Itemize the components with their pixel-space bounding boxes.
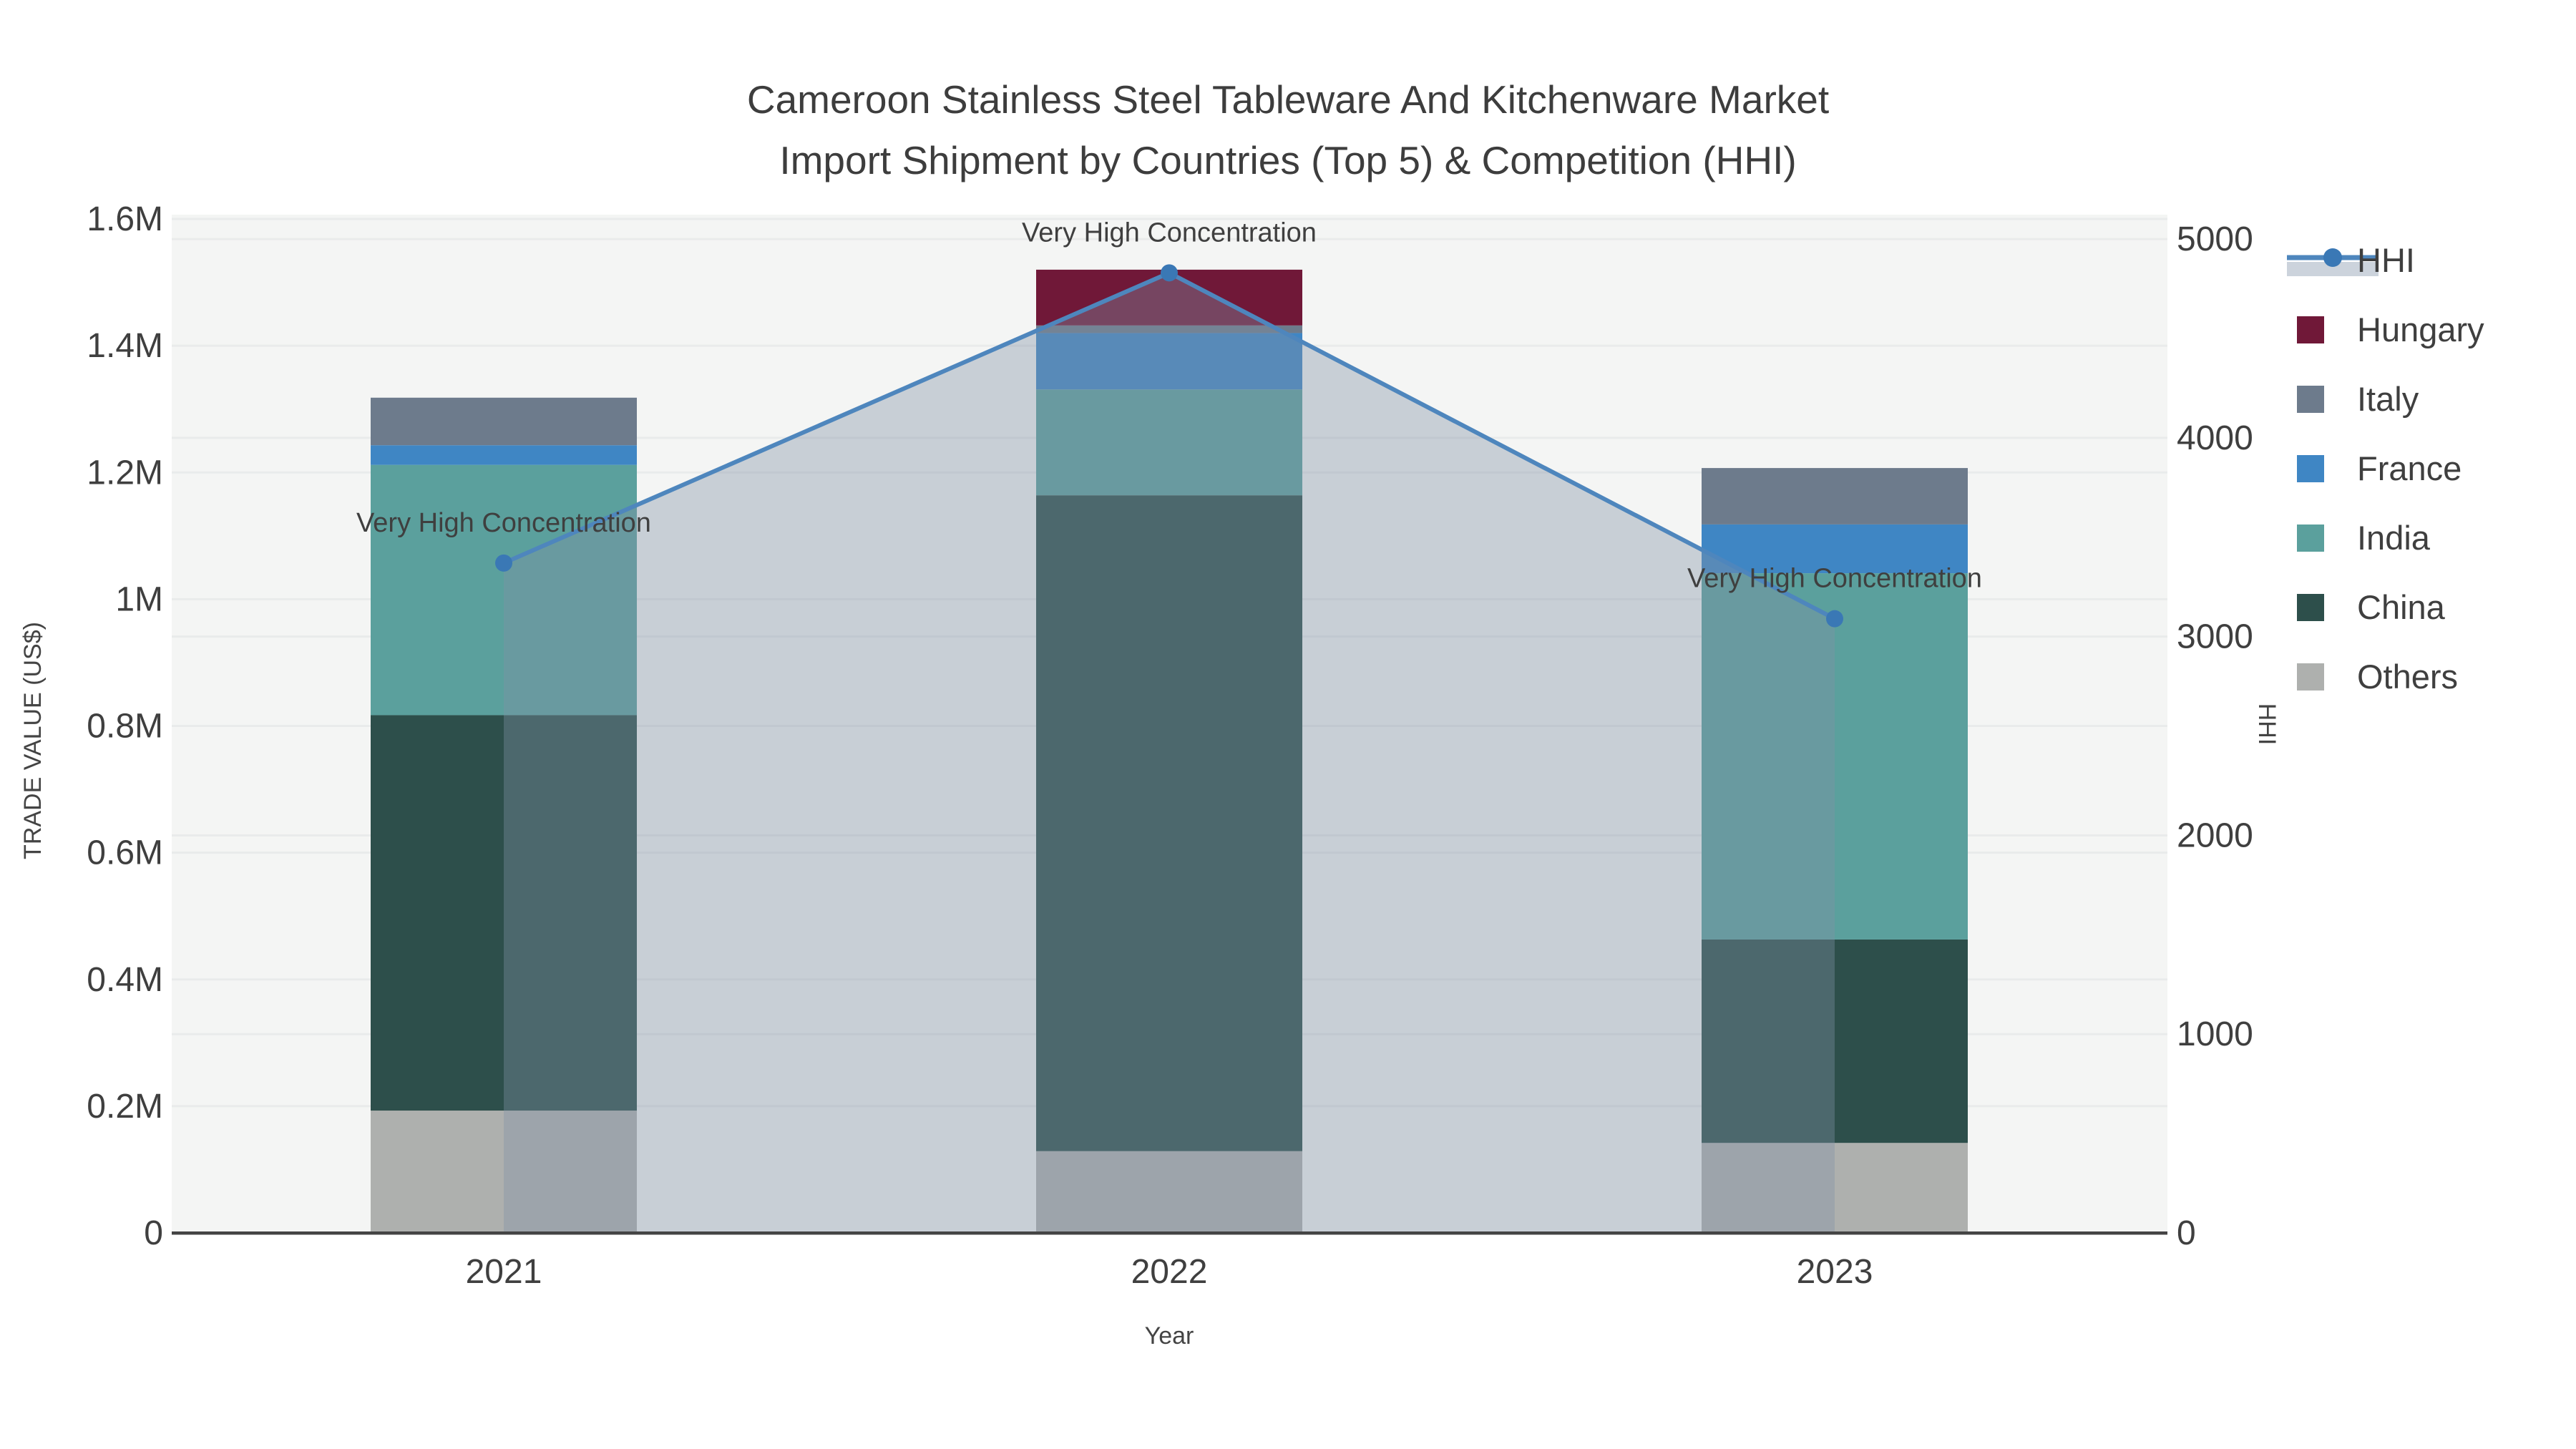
bar-segment-china-2021[interactable] (371, 715, 637, 1111)
x-axis-title: Year (1145, 1322, 1194, 1350)
bar-segment-france-2021[interactable] (371, 445, 637, 465)
bar-segment-italy-2021[interactable] (371, 397, 637, 446)
legend-item-france[interactable]: France (2297, 449, 2462, 487)
y1-tick-label-0.6M: 0.6M (87, 834, 163, 872)
x-tick-label-2021: 2021 (466, 1253, 542, 1291)
legend-label-italy: Italy (2357, 380, 2419, 418)
y1-axis-title: TRADE VALUE (US$) (19, 622, 47, 859)
legend-swatch-china (2297, 594, 2324, 621)
bar-segment-others-2021[interactable] (371, 1111, 637, 1233)
y2-tick-label-4000: 4000 (2177, 419, 2253, 457)
legend-label-china: China (2357, 588, 2446, 626)
legend-label-france: France (2357, 449, 2462, 487)
chart-title-line-2: Import Shipment by Countries (Top 5) & C… (779, 138, 1796, 182)
bar-segment-others-2022[interactable] (1036, 1151, 1302, 1233)
y2-tick-label-0: 0 (2177, 1214, 2196, 1252)
hhi-marker-2023[interactable] (1826, 610, 1843, 628)
bar-segment-india-2023[interactable] (1702, 573, 1968, 940)
y2-tick-label-1000: 1000 (2177, 1015, 2253, 1053)
legend-item-hhi[interactable]: HHI (2287, 241, 2415, 279)
legend-item-others[interactable]: Others (2297, 658, 2458, 696)
x-tick-label-2022: 2022 (1131, 1253, 1208, 1291)
legend-swatch-france (2297, 455, 2324, 482)
annotation-2022: Very High Concentration (1022, 218, 1317, 248)
legend-item-china[interactable]: China (2297, 588, 2446, 626)
bar-segment-others-2023[interactable] (1702, 1143, 1968, 1233)
annotation-2021: Very High Concentration (356, 508, 651, 538)
y1-tick-label-1.6M: 1.6M (87, 200, 163, 238)
hhi-marker-2022[interactable] (1161, 264, 1178, 282)
legend-hhi-marker-swatch (2323, 248, 2342, 267)
legend-label-india: India (2357, 519, 2431, 557)
bar-segment-italy-2023[interactable] (1702, 468, 1968, 525)
legend-item-italy[interactable]: Italy (2297, 380, 2419, 418)
bar-segment-india-2022[interactable] (1036, 389, 1302, 496)
y1-tick-label-1M: 1M (115, 580, 163, 618)
y2-tick-label-2000: 2000 (2177, 816, 2253, 854)
legend-item-india[interactable]: India (2297, 519, 2431, 557)
bar-segment-italy-2022[interactable] (1036, 325, 1302, 333)
y1-tick-label-0.8M: 0.8M (87, 708, 163, 746)
legend-label-hungary: Hungary (2357, 311, 2484, 348)
y2-tick-label-5000: 5000 (2177, 220, 2253, 258)
bar-segment-france-2023[interactable] (1702, 524, 1968, 574)
legend-swatch-italy (2297, 386, 2324, 413)
y1-tick-label-1.2M: 1.2M (87, 454, 163, 492)
chart-title-line-1: Cameroon Stainless Steel Tableware And K… (747, 77, 1829, 122)
legend-label-others: Others (2357, 658, 2458, 696)
x-tick-label-2023: 2023 (1797, 1253, 1873, 1291)
legend-swatch-hungary (2297, 316, 2324, 343)
hhi-area-fill (504, 273, 1835, 1233)
hhi-marker-2021[interactable] (495, 554, 512, 572)
bar-segment-india-2021[interactable] (371, 464, 637, 716)
legend-swatch-others (2297, 663, 2324, 691)
legend-item-hungary[interactable]: Hungary (2297, 311, 2484, 348)
bar-segment-china-2023[interactable] (1702, 939, 1968, 1143)
y1-tick-label-0.2M: 0.2M (87, 1088, 163, 1126)
annotation-2023: Very High Concentration (1687, 564, 1982, 594)
bar-segment-france-2022[interactable] (1036, 333, 1302, 390)
y2-axis-title: HHI (2253, 703, 2280, 746)
x-axis-line (172, 1231, 2167, 1235)
bar-segment-china-2022[interactable] (1036, 495, 1302, 1151)
y1-tick-label-0: 0 (144, 1214, 163, 1252)
y1-tick-label-0.4M: 0.4M (87, 961, 163, 999)
legend-swatch-india (2297, 525, 2324, 552)
legend-hhi-area-swatch (2287, 262, 2379, 276)
y1-tick-label-1.4M: 1.4M (87, 327, 163, 365)
legend-label-hhi: HHI (2357, 241, 2415, 279)
y2-tick-label-3000: 3000 (2177, 618, 2253, 656)
